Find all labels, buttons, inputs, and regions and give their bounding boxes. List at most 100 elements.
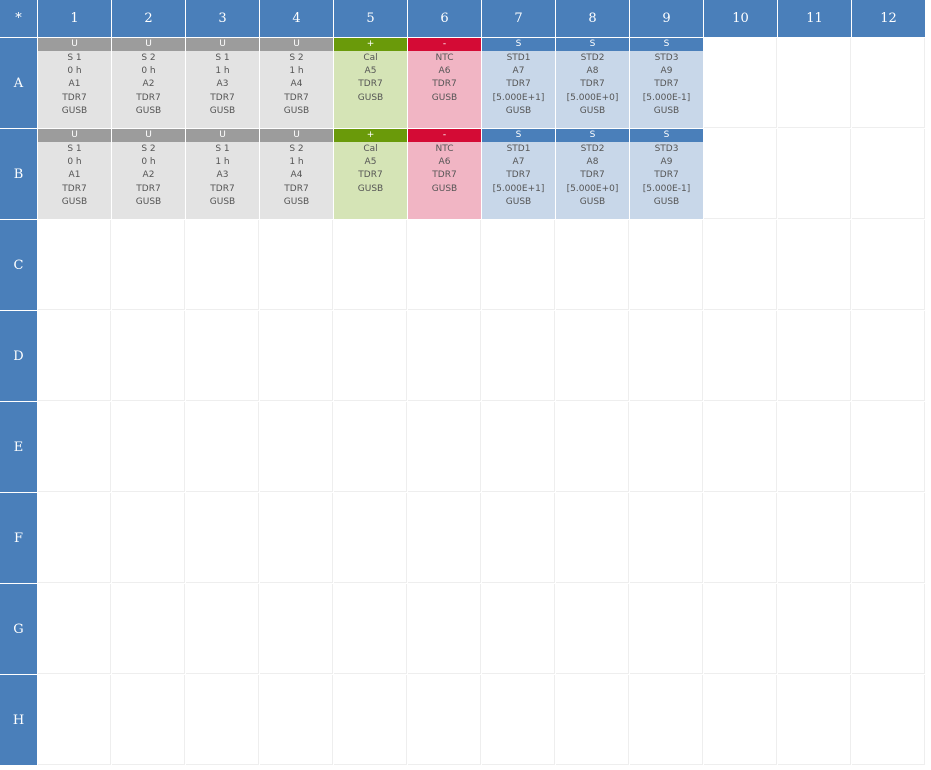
well-B12-empty[interactable] (852, 129, 925, 219)
well-E2-empty[interactable] (112, 402, 185, 492)
row-header-G[interactable]: G (0, 584, 37, 674)
column-header-6[interactable]: 6 (408, 0, 481, 37)
well-H10-empty[interactable] (704, 675, 777, 765)
well-F7-empty[interactable] (482, 493, 555, 583)
well-G11-empty[interactable] (778, 584, 851, 674)
row-header-D[interactable]: D (0, 311, 37, 401)
well-B10-empty[interactable] (704, 129, 777, 219)
well-G2-empty[interactable] (112, 584, 185, 674)
well-D6-empty[interactable] (408, 311, 481, 401)
well-F10-empty[interactable] (704, 493, 777, 583)
well-G12-empty[interactable] (852, 584, 925, 674)
well-A11-empty[interactable] (778, 38, 851, 128)
well-H4-empty[interactable] (260, 675, 333, 765)
well-A5[interactable]: + Cal A5 TDR7 GUSB (334, 38, 407, 128)
well-G4-empty[interactable] (260, 584, 333, 674)
well-B4[interactable]: U S 2 1 h A4 TDR7 GUSB (260, 129, 333, 219)
well-G5-empty[interactable] (334, 584, 407, 674)
row-header-C[interactable]: C (0, 220, 37, 310)
well-D7-empty[interactable] (482, 311, 555, 401)
well-F11-empty[interactable] (778, 493, 851, 583)
well-H3-empty[interactable] (186, 675, 259, 765)
well-B2[interactable]: U S 2 0 h A2 TDR7 GUSB (112, 129, 185, 219)
well-H12-empty[interactable] (852, 675, 925, 765)
well-E8-empty[interactable] (556, 402, 629, 492)
well-D12-empty[interactable] (852, 311, 925, 401)
row-header-E[interactable]: E (0, 402, 37, 492)
column-header-12[interactable]: 12 (852, 0, 925, 37)
well-E12-empty[interactable] (852, 402, 925, 492)
column-header-3[interactable]: 3 (186, 0, 259, 37)
row-header-F[interactable]: F (0, 493, 37, 583)
well-G6-empty[interactable] (408, 584, 481, 674)
well-H9-empty[interactable] (630, 675, 703, 765)
well-D5-empty[interactable] (334, 311, 407, 401)
row-header-H[interactable]: H (0, 675, 37, 765)
well-D11-empty[interactable] (778, 311, 851, 401)
well-F5-empty[interactable] (334, 493, 407, 583)
well-A9[interactable]: S STD3 A9 TDR7 [5.000E-1] GUSB (630, 38, 703, 128)
well-F6-empty[interactable] (408, 493, 481, 583)
well-D3-empty[interactable] (186, 311, 259, 401)
well-E5-empty[interactable] (334, 402, 407, 492)
column-header-9[interactable]: 9 (630, 0, 703, 37)
well-B3[interactable]: U S 1 1 h A3 TDR7 GUSB (186, 129, 259, 219)
well-F4-empty[interactable] (260, 493, 333, 583)
well-C4-empty[interactable] (260, 220, 333, 310)
well-G7-empty[interactable] (482, 584, 555, 674)
well-E7-empty[interactable] (482, 402, 555, 492)
well-C8-empty[interactable] (556, 220, 629, 310)
well-B9[interactable]: S STD3 A9 TDR7 [5.000E-1] GUSB (630, 129, 703, 219)
well-A10-empty[interactable] (704, 38, 777, 128)
well-A8[interactable]: S STD2 A8 TDR7 [5.000E+0] GUSB (556, 38, 629, 128)
well-A4[interactable]: U S 2 1 h A4 TDR7 GUSB (260, 38, 333, 128)
well-H6-empty[interactable] (408, 675, 481, 765)
well-B8[interactable]: S STD2 A8 TDR7 [5.000E+0] GUSB (556, 129, 629, 219)
well-H5-empty[interactable] (334, 675, 407, 765)
well-D4-empty[interactable] (260, 311, 333, 401)
well-C5-empty[interactable] (334, 220, 407, 310)
well-C12-empty[interactable] (852, 220, 925, 310)
well-D1-empty[interactable] (38, 311, 111, 401)
column-header-5[interactable]: 5 (334, 0, 407, 37)
well-E4-empty[interactable] (260, 402, 333, 492)
well-F9-empty[interactable] (630, 493, 703, 583)
well-C6-empty[interactable] (408, 220, 481, 310)
well-F3-empty[interactable] (186, 493, 259, 583)
well-A3[interactable]: U S 1 1 h A3 TDR7 GUSB (186, 38, 259, 128)
well-D9-empty[interactable] (630, 311, 703, 401)
well-C11-empty[interactable] (778, 220, 851, 310)
well-C7-empty[interactable] (482, 220, 555, 310)
well-D2-empty[interactable] (112, 311, 185, 401)
well-C3-empty[interactable] (186, 220, 259, 310)
column-header-2[interactable]: 2 (112, 0, 185, 37)
well-E3-empty[interactable] (186, 402, 259, 492)
row-header-A[interactable]: A (0, 38, 37, 128)
well-F2-empty[interactable] (112, 493, 185, 583)
column-header-4[interactable]: 4 (260, 0, 333, 37)
well-A12-empty[interactable] (852, 38, 925, 128)
column-header-8[interactable]: 8 (556, 0, 629, 37)
well-A2[interactable]: U S 2 0 h A2 TDR7 GUSB (112, 38, 185, 128)
well-B11-empty[interactable] (778, 129, 851, 219)
well-E1-empty[interactable] (38, 402, 111, 492)
well-H7-empty[interactable] (482, 675, 555, 765)
well-E9-empty[interactable] (630, 402, 703, 492)
well-H11-empty[interactable] (778, 675, 851, 765)
well-G10-empty[interactable] (704, 584, 777, 674)
well-C10-empty[interactable] (704, 220, 777, 310)
column-header-11[interactable]: 11 (778, 0, 851, 37)
column-header-1[interactable]: 1 (38, 0, 111, 37)
well-B6[interactable]: - NTC A6 TDR7 GUSB (408, 129, 481, 219)
well-H1-empty[interactable] (38, 675, 111, 765)
well-H2-empty[interactable] (112, 675, 185, 765)
well-D10-empty[interactable] (704, 311, 777, 401)
well-F8-empty[interactable] (556, 493, 629, 583)
well-E10-empty[interactable] (704, 402, 777, 492)
well-G3-empty[interactable] (186, 584, 259, 674)
column-header-7[interactable]: 7 (482, 0, 555, 37)
well-A1[interactable]: U S 1 0 h A1 TDR7 GUSB (38, 38, 111, 128)
well-E6-empty[interactable] (408, 402, 481, 492)
well-A7[interactable]: S STD1 A7 TDR7 [5.000E+1] GUSB (482, 38, 555, 128)
well-E11-empty[interactable] (778, 402, 851, 492)
